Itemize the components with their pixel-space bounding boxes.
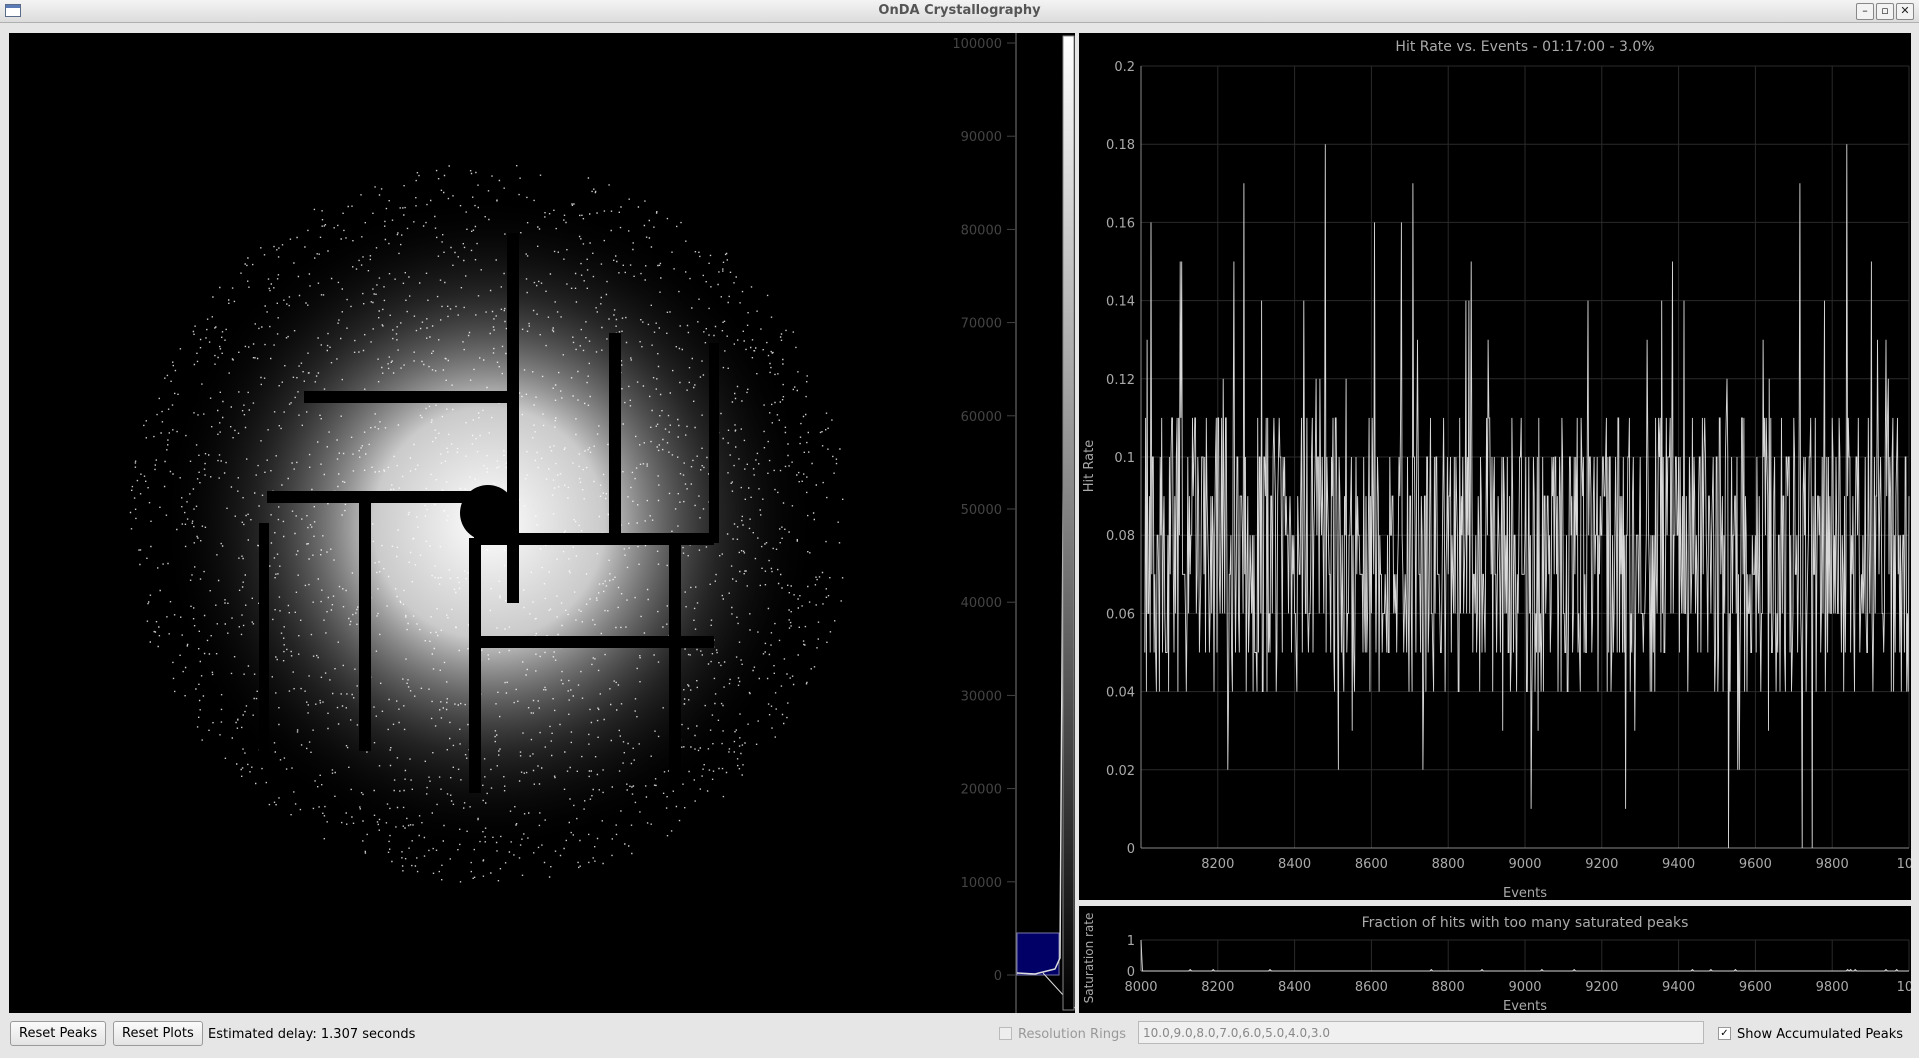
histogram-levels[interactable] <box>1015 33 1076 1013</box>
x-tick-label: 100 <box>1897 980 1911 995</box>
window-title: OnDA Crystallography <box>878 3 1041 18</box>
y-tick-label: 0.02 <box>1106 764 1135 779</box>
title-bar: OnDA Crystallography – ▫ ✕ <box>0 0 1919 23</box>
histogram-tick-label: 60000 <box>961 410 1002 425</box>
y-tick-label: 0.18 <box>1106 138 1135 153</box>
y-tick-label: 0.1 <box>1114 451 1135 466</box>
x-tick-label: 8800 <box>1432 980 1465 995</box>
x-tick-label: 8400 <box>1278 857 1311 872</box>
x-tick-label: 9000 <box>1508 857 1541 872</box>
histogram-tick-label: 100000 <box>952 37 1002 52</box>
x-tick-label: 9000 <box>1508 980 1541 995</box>
resolution-rings-label: Resolution Rings <box>1018 1027 1126 1042</box>
y-tick-label: 0.16 <box>1106 216 1135 231</box>
x-tick-label: 8400 <box>1278 980 1311 995</box>
y-tick-label: 0 <box>1127 842 1135 857</box>
maximize-button[interactable]: ▫ <box>1876 3 1894 20</box>
control-bar: Reset Peaks Reset Plots Estimated delay:… <box>0 1015 1919 1058</box>
detector-panel-gaps <box>259 233 719 793</box>
y-tick-label: 0.12 <box>1106 373 1135 388</box>
histogram-tick-label: 20000 <box>961 783 1002 798</box>
saturation-series <box>1140 939 1909 972</box>
x-tick-label: 9400 <box>1662 980 1695 995</box>
histogram-tick-label: 90000 <box>961 130 1002 145</box>
hit-rate-ylabel: Hit Rate <box>1082 440 1097 492</box>
y-tick-label: 1 <box>1127 934 1135 949</box>
x-tick-label: 8600 <box>1355 857 1388 872</box>
x-tick-label: 9600 <box>1739 857 1772 872</box>
y-tick-label: 0 <box>1127 965 1135 980</box>
x-tick-label: 8200 <box>1201 857 1234 872</box>
x-tick-label: 9800 <box>1816 857 1849 872</box>
histogram-tick-label: 50000 <box>961 503 1002 518</box>
y-tick-label: 0.2 <box>1114 60 1135 75</box>
detector-image-view[interactable] <box>9 33 1074 1013</box>
estimated-delay-label: Estimated delay: 1.307 seconds <box>208 1027 416 1042</box>
y-tick-label: 0.06 <box>1106 607 1135 622</box>
hit-rate-plot[interactable]: Hit Rate vs. Events - 01:17:00 - 3.0% Hi… <box>1079 33 1919 901</box>
close-button[interactable]: ✕ <box>1896 3 1914 20</box>
saturation-plot[interactable]: Fraction of hits with too many saturated… <box>1079 906 1919 1014</box>
resolution-rings-checkbox[interactable] <box>999 1027 1012 1040</box>
x-tick-label: 8000 <box>1124 980 1157 995</box>
x-tick-label: 8200 <box>1201 980 1234 995</box>
app-window-icon <box>5 4 21 17</box>
y-tick-label: 0.14 <box>1106 295 1135 310</box>
resolution-rings-input[interactable] <box>1138 1021 1704 1044</box>
x-tick-label: 8600 <box>1355 980 1388 995</box>
show-accumulated-peaks-label: Show Accumulated Peaks <box>1737 1027 1904 1042</box>
histogram-tick-label: 70000 <box>961 317 1002 332</box>
x-tick-label: 9800 <box>1816 980 1849 995</box>
saturation-title: Fraction of hits with too many saturated… <box>1362 915 1689 931</box>
minimize-button[interactable]: – <box>1856 3 1874 20</box>
hit-rate-xlabel: Events <box>1503 886 1547 900</box>
reset-peaks-button[interactable]: Reset Peaks <box>10 1021 107 1046</box>
histogram-tick-label: 80000 <box>961 223 1002 238</box>
histogram-tick-label: 30000 <box>961 689 1002 704</box>
saturation-ylabel: Saturation rate <box>1082 913 1096 1004</box>
x-tick-label: 9600 <box>1739 980 1772 995</box>
histogram-tick-label: 10000 <box>961 876 1002 891</box>
histogram-tick-label: 0 <box>994 969 1002 984</box>
gradient-bar[interactable] <box>1062 35 1075 1011</box>
beam-stop <box>460 485 516 541</box>
y-tick-label: 0.04 <box>1106 686 1135 701</box>
reset-plots-button[interactable]: Reset Plots <box>113 1021 203 1046</box>
histogram-curve <box>1016 36 1071 975</box>
detector-image <box>129 165 844 883</box>
histogram-axis: 100000 90000 80000 70000 60000 50000 40000 3000… <box>945 33 1015 1013</box>
hit-rate-series <box>1144 144 1910 849</box>
x-tick-label: 9200 <box>1585 857 1618 872</box>
x-tick-label: 8800 <box>1432 857 1465 872</box>
histogram-region[interactable] <box>1016 932 1060 976</box>
histogram-tick-label: 40000 <box>961 596 1002 611</box>
saturation-xlabel: Events <box>1503 999 1547 1013</box>
x-tick-label: 100 <box>1897 857 1911 872</box>
x-tick-label: 9400 <box>1662 857 1695 872</box>
x-tick-label: 9200 <box>1585 980 1618 995</box>
hit-rate-title: Hit Rate vs. Events - 01:17:00 - 3.0% <box>1395 39 1654 55</box>
y-tick-label: 0.08 <box>1106 529 1135 544</box>
show-accumulated-peaks-checkbox[interactable]: ✓ <box>1718 1027 1731 1040</box>
